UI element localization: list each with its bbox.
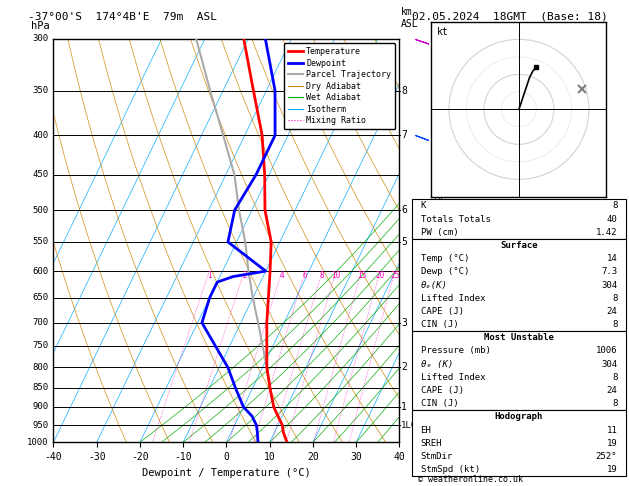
Text: 750: 750 — [32, 341, 48, 350]
Text: K: K — [421, 201, 426, 210]
Text: 304: 304 — [601, 280, 617, 290]
Text: © weatheronline.co.uk: © weatheronline.co.uk — [418, 474, 523, 484]
Text: 700: 700 — [32, 318, 48, 327]
Text: 600: 600 — [32, 267, 48, 276]
Text: 25: 25 — [391, 271, 399, 280]
Text: 8: 8 — [612, 294, 617, 303]
Text: 7.3: 7.3 — [601, 267, 617, 277]
Text: 24: 24 — [606, 386, 617, 395]
Text: Hodograph: Hodograph — [495, 413, 543, 421]
Text: StmSpd (kt): StmSpd (kt) — [421, 465, 480, 474]
Text: 8: 8 — [612, 320, 617, 329]
Text: 2: 2 — [401, 363, 407, 372]
Text: 950: 950 — [32, 420, 48, 430]
Text: 1.42: 1.42 — [596, 228, 617, 237]
Text: CAPE (J): CAPE (J) — [421, 386, 464, 395]
Text: CAPE (J): CAPE (J) — [421, 307, 464, 316]
Text: 8: 8 — [612, 373, 617, 382]
Text: 304: 304 — [601, 360, 617, 369]
Text: Totals Totals: Totals Totals — [421, 214, 491, 224]
Text: 550: 550 — [32, 238, 48, 246]
Text: 1: 1 — [207, 271, 211, 280]
Text: Dewp (°C): Dewp (°C) — [421, 267, 469, 277]
Text: 350: 350 — [32, 86, 48, 95]
Text: 6: 6 — [303, 271, 308, 280]
Text: Lifted Index: Lifted Index — [421, 294, 485, 303]
Text: Mixing Ratio (g/kg): Mixing Ratio (g/kg) — [434, 190, 443, 292]
Text: CIN (J): CIN (J) — [421, 320, 458, 329]
Text: 1006: 1006 — [596, 347, 617, 355]
Text: 11: 11 — [606, 426, 617, 434]
Text: 40: 40 — [606, 214, 617, 224]
Text: 1LCL: 1LCL — [401, 420, 423, 430]
Text: 10: 10 — [331, 271, 340, 280]
Text: 02.05.2024  18GMT  (Base: 18): 02.05.2024 18GMT (Base: 18) — [412, 12, 608, 22]
Text: 800: 800 — [32, 363, 48, 372]
Text: 14: 14 — [606, 254, 617, 263]
Text: -37°00'S  174°4B'E  79m  ASL: -37°00'S 174°4B'E 79m ASL — [28, 12, 217, 22]
Text: 252°: 252° — [596, 452, 617, 461]
Text: 19: 19 — [606, 465, 617, 474]
Text: hPa: hPa — [31, 21, 50, 31]
Text: 1000: 1000 — [27, 438, 48, 447]
Legend: Temperature, Dewpoint, Parcel Trajectory, Dry Adiabat, Wet Adiabat, Isotherm, Mi: Temperature, Dewpoint, Parcel Trajectory… — [284, 43, 395, 129]
Text: 6: 6 — [401, 205, 407, 215]
Text: 24: 24 — [606, 307, 617, 316]
Text: kt: kt — [437, 27, 448, 37]
Text: 450: 450 — [32, 170, 48, 179]
Text: 3: 3 — [401, 318, 407, 328]
Text: CIN (J): CIN (J) — [421, 399, 458, 408]
Text: θₑ(K): θₑ(K) — [421, 280, 447, 290]
Text: Lifted Index: Lifted Index — [421, 373, 485, 382]
Text: 19: 19 — [606, 439, 617, 448]
Text: 5: 5 — [401, 237, 407, 247]
Text: 850: 850 — [32, 383, 48, 392]
FancyBboxPatch shape — [412, 199, 626, 239]
Text: 1: 1 — [401, 402, 407, 412]
Text: 8: 8 — [612, 201, 617, 210]
Text: Surface: Surface — [500, 241, 538, 250]
Text: 7: 7 — [401, 130, 407, 140]
Text: 4: 4 — [280, 271, 284, 280]
Text: 500: 500 — [32, 206, 48, 214]
Text: 650: 650 — [32, 294, 48, 302]
Text: StmDir: StmDir — [421, 452, 453, 461]
Text: 8: 8 — [612, 399, 617, 408]
Text: PW (cm): PW (cm) — [421, 228, 458, 237]
Text: EH: EH — [421, 426, 431, 434]
Text: 8: 8 — [320, 271, 325, 280]
Text: 300: 300 — [32, 35, 48, 43]
FancyBboxPatch shape — [412, 239, 626, 331]
Text: 2: 2 — [242, 271, 247, 280]
Text: SREH: SREH — [421, 439, 442, 448]
Text: 400: 400 — [32, 131, 48, 140]
Text: 900: 900 — [32, 402, 48, 412]
Text: km
ASL: km ASL — [401, 7, 419, 29]
Text: θₑ (K): θₑ (K) — [421, 360, 453, 369]
Text: Pressure (mb): Pressure (mb) — [421, 347, 491, 355]
FancyBboxPatch shape — [412, 410, 626, 476]
X-axis label: Dewpoint / Temperature (°C): Dewpoint / Temperature (°C) — [142, 468, 311, 478]
Text: 20: 20 — [376, 271, 385, 280]
Text: 8: 8 — [401, 86, 407, 96]
Text: 15: 15 — [357, 271, 366, 280]
Text: Most Unstable: Most Unstable — [484, 333, 554, 342]
Text: Temp (°C): Temp (°C) — [421, 254, 469, 263]
FancyBboxPatch shape — [412, 331, 626, 410]
